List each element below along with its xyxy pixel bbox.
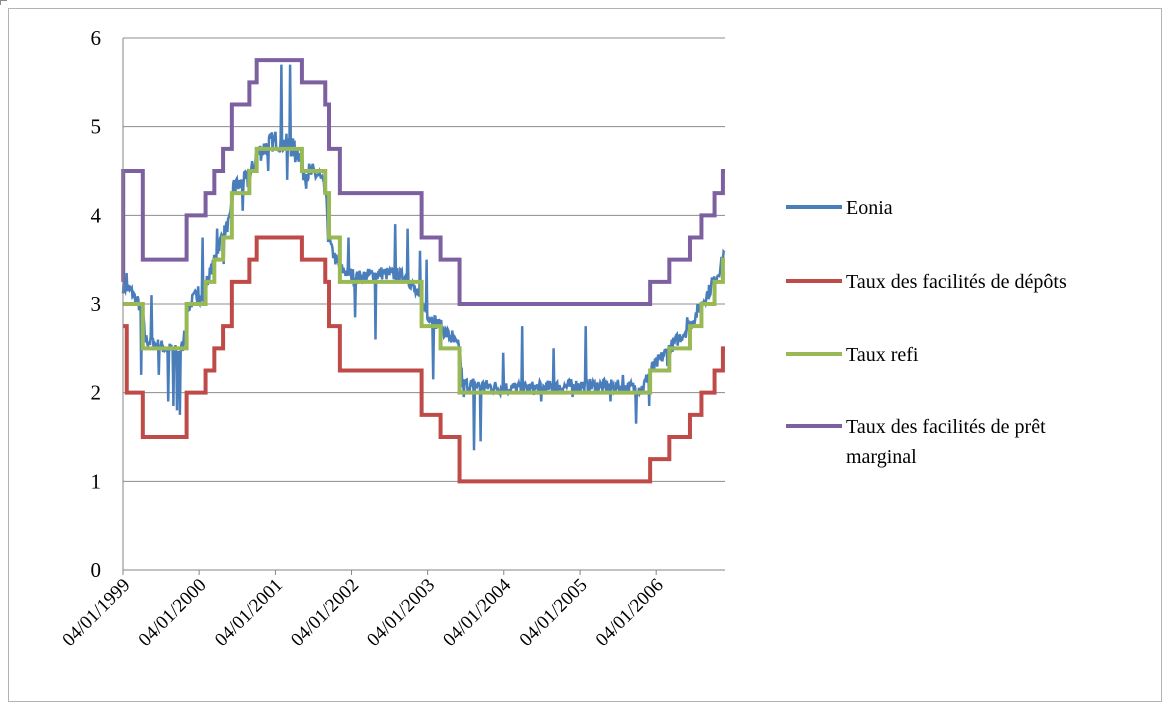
legend-item-taux-des-facilites-de-pret-marginal: Taux des facilités de prêt marginal bbox=[786, 416, 1046, 468]
x-tick-label-2004: 04/01/2004 bbox=[439, 574, 515, 650]
y-tick-label-4: 4 bbox=[91, 203, 102, 227]
y-tick-label-5: 5 bbox=[91, 115, 102, 139]
x-tick-label-2005: 04/01/2005 bbox=[516, 575, 592, 651]
series-line-taux-des-facilites-de-depots bbox=[123, 235, 725, 484]
y-tick-label-0: 0 bbox=[91, 558, 102, 582]
y-tick-label-3: 3 bbox=[91, 292, 102, 316]
legend-item-taux-refi: Taux refi bbox=[786, 344, 919, 366]
legend: Eonia Taux des facilités de dépôts Taux re… bbox=[786, 197, 1067, 468]
legend-item-eonia: Eonia bbox=[786, 197, 893, 219]
legend-label-taux-des-facilites-de-depots: Taux des facilités de dépôts bbox=[846, 271, 1067, 293]
x-tick-label-2006: 04/01/2006 bbox=[592, 575, 668, 651]
x-tick-label-2000: 04/01/2000 bbox=[135, 575, 211, 651]
x-tick-label-2003: 04/01/2003 bbox=[363, 575, 439, 651]
y-tick-label-2: 2 bbox=[91, 381, 102, 405]
legend-label-taux-des-facilites-de-pret-marginal: Taux des facilités de prêt marginal bbox=[846, 416, 1046, 468]
series-line-taux-refi bbox=[123, 146, 725, 395]
chart-frame bbox=[8, 8, 1162, 702]
corner-mark bbox=[0, 0, 7, 5]
x-tick-label-1999: 04/01/1999 bbox=[58, 575, 134, 651]
y-tick-label-1: 1 bbox=[91, 469, 102, 493]
series-layer bbox=[121, 58, 726, 484]
legend-label-taux-refi: Taux refi bbox=[846, 344, 919, 366]
x-tick-label-2002: 04/01/2002 bbox=[287, 575, 363, 651]
legend-label-eonia: Eonia bbox=[846, 197, 893, 219]
legend-item-taux-des-facilites-de-depots: Taux des facilités de dépôts bbox=[786, 271, 1067, 293]
series-line-taux-des-facilites-de-pret-marginal bbox=[121, 58, 725, 306]
y-tick-label-6: 6 bbox=[91, 26, 102, 50]
x-tick-label-2001: 04/01/2001 bbox=[211, 575, 287, 651]
